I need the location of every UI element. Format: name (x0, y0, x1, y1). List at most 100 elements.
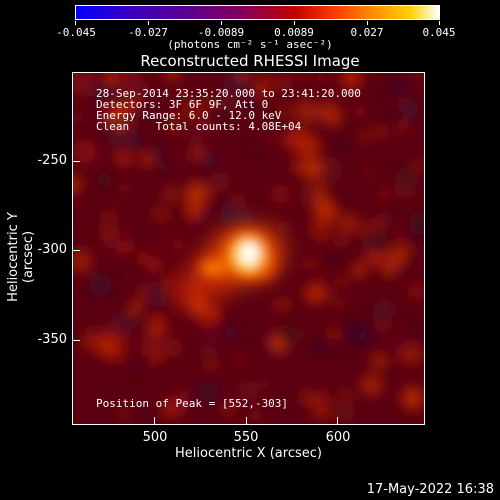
image-texture (243, 289, 255, 301)
detectors-info: Detectors: 3F 6F 9F, Att 0 (96, 98, 269, 111)
image-texture (157, 285, 169, 296)
image-texture (139, 285, 150, 296)
image-texture (147, 258, 162, 272)
image-texture (80, 333, 98, 351)
image-texture (337, 276, 348, 287)
image-texture (117, 108, 141, 132)
image-texture (375, 127, 384, 136)
image-texture (188, 313, 197, 322)
image-texture (254, 83, 271, 100)
image-texture (253, 215, 264, 227)
image-texture (172, 149, 191, 167)
image-texture (304, 283, 325, 304)
image-texture (154, 295, 167, 308)
image-texture (114, 329, 130, 344)
image-texture (136, 251, 150, 265)
image-texture (348, 326, 357, 336)
y-tick-label: -350 (37, 332, 67, 347)
image-texture (135, 332, 156, 353)
image-texture (322, 211, 335, 224)
image-texture (370, 351, 380, 361)
x-axis-title: Heliocentric X (arcsec) (175, 446, 322, 461)
image-texture (304, 257, 317, 270)
image-texture (236, 73, 248, 82)
plot-title: Reconstructed RHESSI Image (140, 52, 360, 70)
peak-position: Position of Peak = [552,-303] (96, 397, 289, 410)
image-texture (340, 390, 351, 401)
image-texture (236, 353, 248, 366)
image-texture (335, 403, 355, 423)
image-texture (73, 139, 97, 164)
image-texture (332, 139, 347, 154)
colorbar-units: (photons cm⁻² s⁻¹ asec⁻²) (167, 38, 333, 51)
energy-range: Energy Range: 6.0 - 12.0 keV (96, 109, 282, 122)
image-texture (413, 161, 423, 171)
image-texture (369, 217, 385, 233)
colorbar-tick (75, 21, 76, 25)
image-texture (183, 181, 210, 208)
image-texture (158, 161, 172, 175)
image-texture (274, 73, 294, 93)
image-texture (365, 166, 374, 176)
image-texture (206, 358, 218, 370)
image-texture (364, 229, 388, 253)
image-texture (119, 409, 129, 419)
image-texture (415, 298, 424, 310)
image-texture (396, 119, 410, 133)
image-texture (332, 231, 350, 249)
image-texture (210, 104, 230, 123)
image-texture (210, 172, 231, 193)
x-tick (246, 417, 247, 425)
image-texture (312, 401, 332, 420)
image-texture (293, 98, 319, 124)
colorbar-tick-label: 0.027 (350, 26, 384, 39)
x-tick (154, 417, 155, 425)
image-texture (101, 115, 111, 124)
image-texture (170, 122, 181, 134)
image-texture (372, 301, 394, 323)
y-tick (72, 250, 80, 251)
image-texture (399, 340, 424, 366)
y-tick (72, 340, 80, 341)
image-texture (378, 321, 388, 331)
observation-time: 28-Sep-2014 23:35:20.000 to 23:41:20.000 (96, 87, 361, 100)
rhessi-image-canvas (73, 73, 424, 424)
image-texture (176, 91, 186, 101)
y-tick-label: -300 (37, 242, 67, 257)
image-texture (138, 151, 155, 168)
image-texture (223, 73, 233, 83)
image-texture (393, 333, 409, 349)
colorbar-tick-label: -0.0089 (197, 26, 245, 39)
image-texture (129, 133, 142, 147)
image-texture (119, 183, 130, 194)
rhessi-image (72, 72, 425, 425)
image-texture (104, 73, 116, 85)
image-texture (298, 73, 307, 80)
image-texture (130, 361, 144, 375)
colorbar-tick (294, 21, 295, 25)
image-texture (327, 327, 340, 340)
image-texture (294, 133, 321, 159)
image-texture (238, 381, 259, 402)
image-texture (90, 81, 115, 106)
image-texture (152, 205, 170, 223)
image-texture (408, 210, 424, 236)
image-texture (73, 111, 85, 126)
image-texture (147, 316, 167, 337)
image-texture (384, 103, 405, 125)
image-texture (395, 178, 417, 199)
image-texture (386, 349, 396, 359)
image-texture (276, 219, 292, 235)
colorbar-tick (439, 21, 440, 25)
image-texture (98, 215, 107, 224)
image-texture (313, 389, 331, 407)
image-texture (268, 133, 278, 143)
colorbar-tick (367, 21, 368, 25)
image-texture (359, 243, 370, 254)
timestamp: 17-May-2022 16:38 (366, 482, 494, 497)
image-texture (229, 371, 240, 382)
image-texture (258, 378, 271, 391)
image-texture (164, 188, 177, 201)
image-texture (188, 116, 214, 143)
image-texture (182, 391, 198, 407)
